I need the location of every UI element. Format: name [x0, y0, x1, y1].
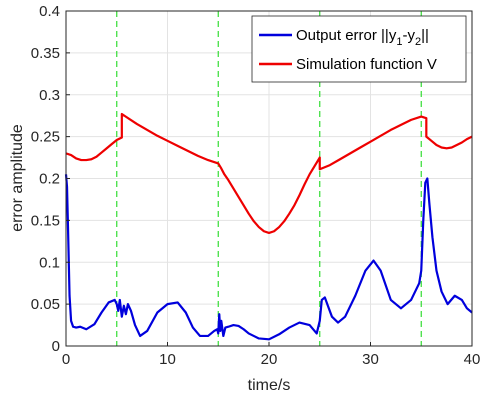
series-group: [64, 112, 473, 341]
legend-entry-output-error-main: Output error ||y: [296, 27, 397, 44]
legend-entry-output-error-sub2: 2: [415, 36, 421, 48]
ticks: [65, 10, 473, 347]
y-axis-label: error amplitude: [9, 124, 26, 232]
y-tick-label: 0.25: [31, 129, 60, 146]
y-tick-label: 0.05: [31, 296, 60, 313]
y-tick-label: 0.4: [39, 3, 60, 20]
y-tick-label: 0.2: [39, 171, 60, 188]
x-axis-label: time/s: [248, 377, 291, 394]
y-tick-label: 0.15: [31, 212, 60, 229]
legend-entry-output-error-end: ||: [421, 27, 429, 44]
y-tick-label: 0.3: [39, 87, 60, 104]
legend-entry-output-error-sub1: 1: [396, 36, 402, 48]
legend-entry-output-error: Output error ||y1-y2||: [296, 27, 429, 48]
legend-entry-simulation-function: Simulation function V: [296, 56, 437, 73]
x-tick-label: 20: [261, 351, 278, 368]
x-tick-label: 0: [62, 351, 70, 368]
x-tick-label: 40: [464, 351, 480, 368]
y-tick-label: 0.35: [31, 45, 60, 62]
x-tick-label: 30: [362, 351, 379, 368]
series-line-simulation-function: [65, 112, 473, 235]
legend: Output error ||y1-y2|| Simulation functi…: [251, 15, 467, 83]
series-line-output-error: [64, 174, 473, 341]
y-tick-label: 0.1: [39, 254, 60, 271]
y-tick-label: 0: [52, 338, 60, 355]
legend-box: [251, 15, 467, 83]
x-tick-label: 10: [159, 351, 176, 368]
legend-entry-output-error-mid: -y: [402, 27, 415, 44]
tick-labels: 0 10 20 30 40 0 0.05 0.1 0.15 0.2 0.25 0.3 0.35 0.4: [31, 3, 480, 368]
